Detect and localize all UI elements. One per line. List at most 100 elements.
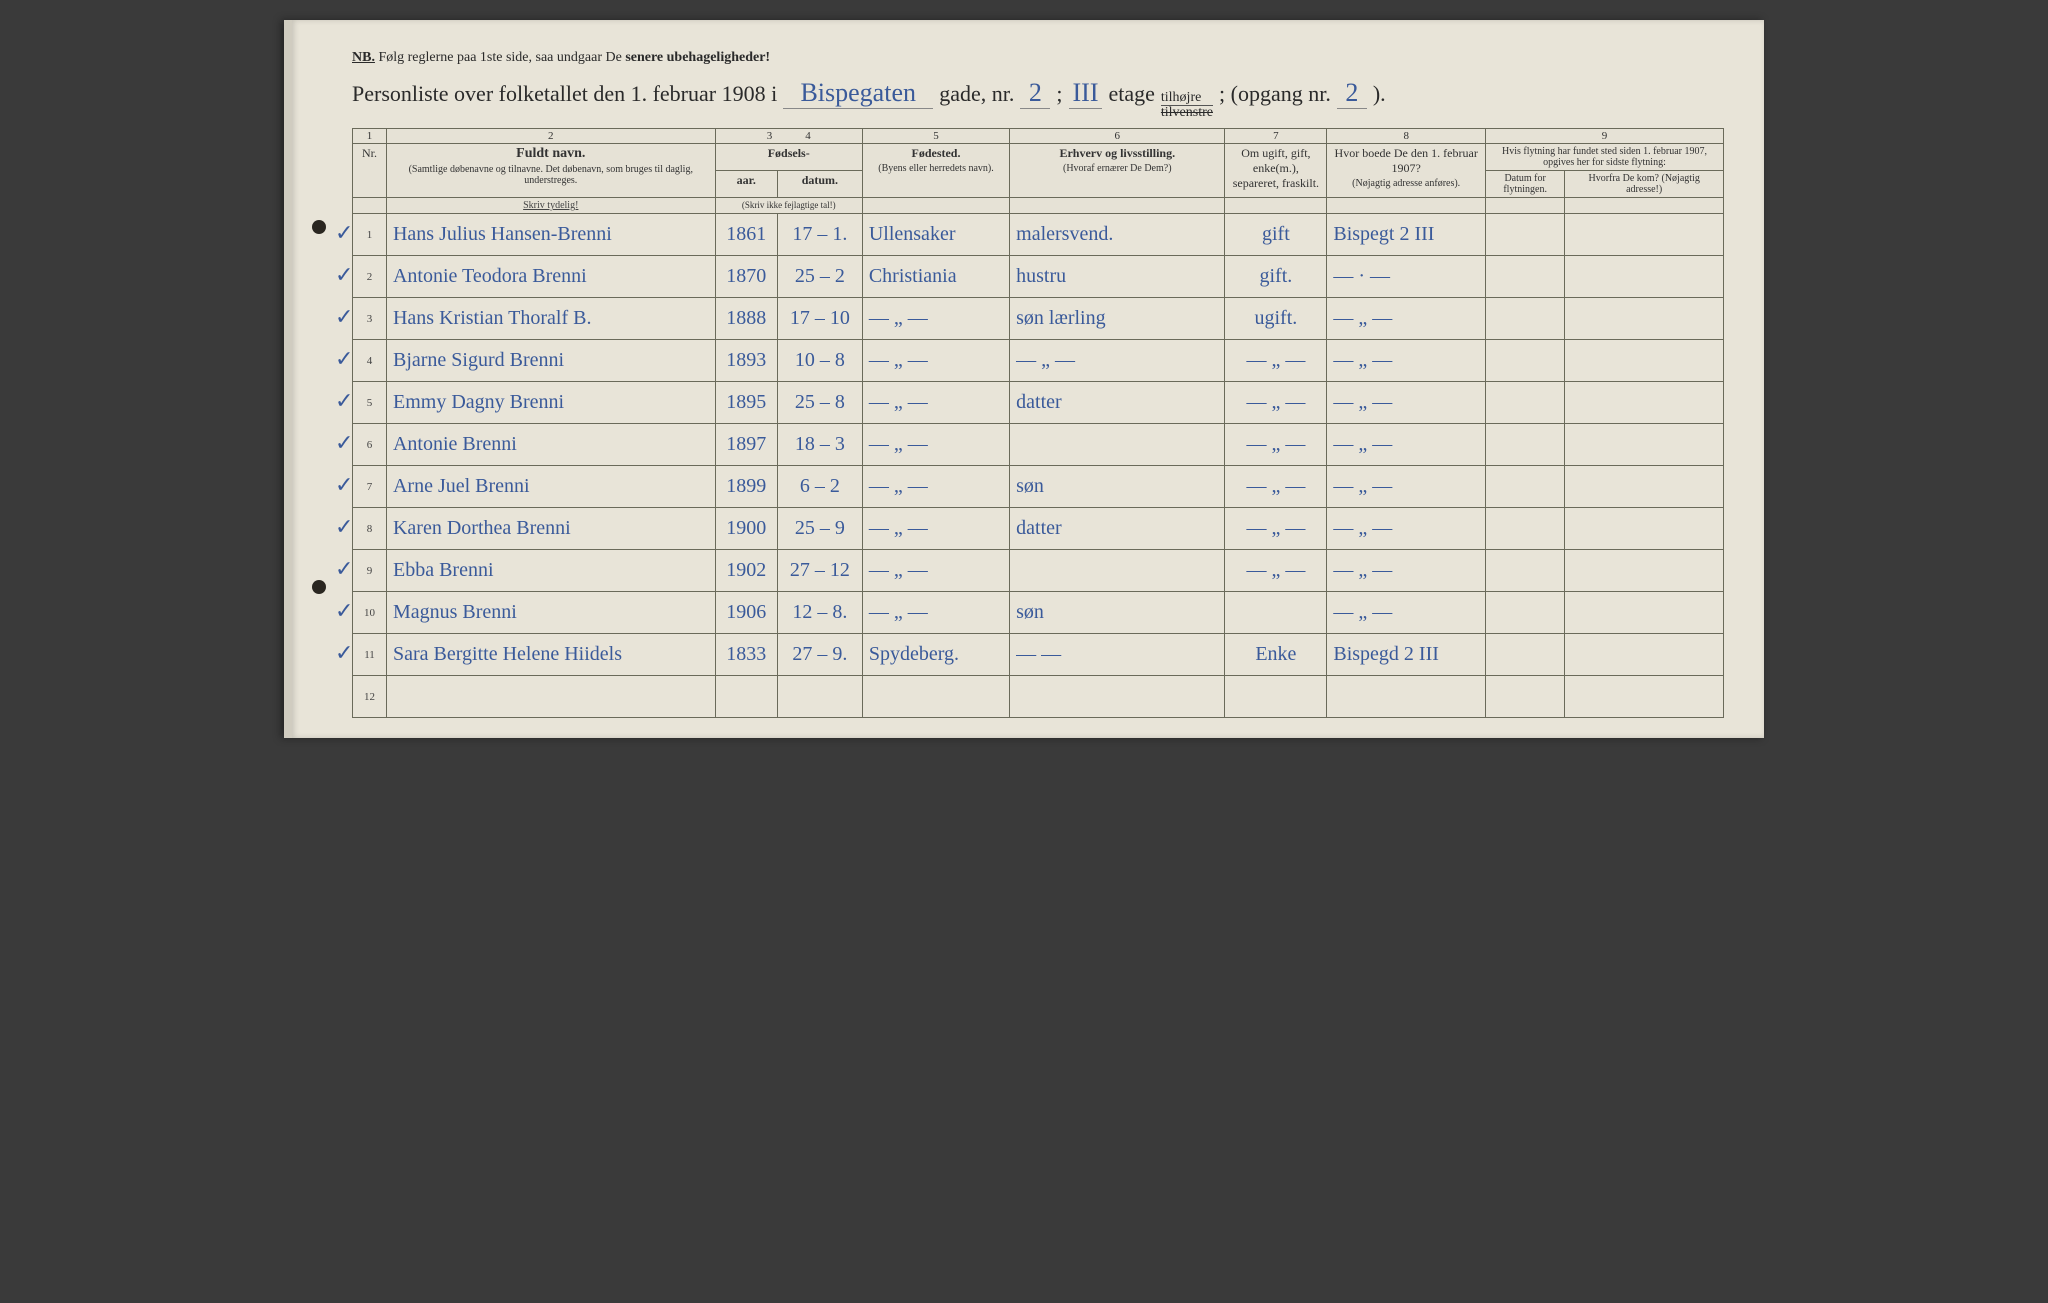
cell-status: — „ —: [1225, 466, 1327, 508]
cell-occupation: malersvend.: [1010, 214, 1225, 256]
cell-year: 1870: [715, 256, 777, 298]
cell-addr1907: — „ —: [1327, 550, 1486, 592]
hdr-move-from: Hvorfra De kom? (Nøjagtig adresse!): [1565, 171, 1724, 198]
hdr-move: Hvis flytning har fundet sted siden 1. f…: [1486, 144, 1724, 171]
census-table: 1 2 3 4 5 6 7 8 9 Nr. Fuldt navn. (Samtl…: [352, 128, 1724, 718]
cell-status: gift.: [1225, 256, 1327, 298]
cell-date: 17 – 10: [777, 298, 862, 340]
title-part-a: Personliste over folketallet den 1. febr…: [352, 81, 777, 107]
cell-addr1907: — „ —: [1327, 508, 1486, 550]
colnum-9: 9: [1486, 129, 1724, 144]
table-row: 6Antonie Brenni189718 – 3— „ —— „ —— „ —: [353, 424, 1724, 466]
cell-date: 18 – 3: [777, 424, 862, 466]
cell-occupation: [1010, 676, 1225, 718]
row-number: 9: [353, 550, 387, 592]
cell-year: [715, 676, 777, 718]
colnum-7: 7: [1225, 129, 1327, 144]
table-row: 7Arne Juel Brenni18996 – 2— „ —søn— „ ——…: [353, 466, 1724, 508]
floor-number: III: [1069, 78, 1103, 109]
cell-name: Ebba Brenni: [386, 550, 715, 592]
cell-status: — „ —: [1225, 340, 1327, 382]
row-number: 5: [353, 382, 387, 424]
cell-status: ugift.: [1225, 298, 1327, 340]
cell-date: [777, 676, 862, 718]
cell-move-from: [1565, 256, 1724, 298]
cell-status: — „ —: [1225, 382, 1327, 424]
cell-birthplace: Christiania: [862, 256, 1009, 298]
table-row: 8Karen Dorthea Brenni190025 – 9— „ —datt…: [353, 508, 1724, 550]
cell-name: Emmy Dagny Brenni: [386, 382, 715, 424]
cell-name: Antonie Teodora Brenni: [386, 256, 715, 298]
table-header: 1 2 3 4 5 6 7 8 9 Nr. Fuldt navn. (Samtl…: [353, 129, 1724, 214]
cell-occupation: søn: [1010, 592, 1225, 634]
cell-move-from: [1565, 298, 1724, 340]
hdr-fodested: Fødested. (Byens eller herredets navn).: [862, 144, 1009, 198]
hdr-fodsels: Fødsels-: [715, 144, 862, 171]
table-body: 1Hans Julius Hansen-Brenni186117 – 1.Ull…: [353, 214, 1724, 718]
row-number: 4: [353, 340, 387, 382]
row-number: 3: [353, 298, 387, 340]
cell-move-date: [1486, 382, 1565, 424]
nb-warning-line: NB. Følg reglerne paa 1ste side, saa und…: [352, 50, 1724, 66]
cell-name: Antonie Brenni: [386, 424, 715, 466]
row-number: 8: [353, 508, 387, 550]
cell-move-from: [1565, 466, 1724, 508]
hdr-aar-small: (Skriv ikke fejlagtige tal!): [715, 198, 862, 214]
cell-date: 25 – 8: [777, 382, 862, 424]
cell-birthplace: Ullensaker: [862, 214, 1009, 256]
cell-occupation: datter: [1010, 382, 1225, 424]
hdr-status: Om ugift, gift, enke(m.), separeret, fra…: [1225, 144, 1327, 198]
hdr-nr: Nr.: [353, 144, 387, 198]
table-row: 1Hans Julius Hansen-Brenni186117 – 1.Ull…: [353, 214, 1724, 256]
cell-move-date: [1486, 340, 1565, 382]
cell-move-date: [1486, 214, 1565, 256]
cell-birthplace: — „ —: [862, 592, 1009, 634]
cell-addr1907: Bispegd 2 III: [1327, 634, 1486, 676]
row-number: 1: [353, 214, 387, 256]
cell-birthplace: — „ —: [862, 550, 1009, 592]
cell-status: Enke: [1225, 634, 1327, 676]
cell-move-from: [1565, 592, 1724, 634]
side-option: tilhøjre tilvenstre: [1161, 91, 1213, 120]
row-number: 11: [353, 634, 387, 676]
cell-status: — „ —: [1225, 550, 1327, 592]
cell-addr1907: Bispegt 2 III: [1327, 214, 1486, 256]
cell-date: 12 – 8.: [777, 592, 862, 634]
cell-move-from: [1565, 508, 1724, 550]
row-number: 7: [353, 466, 387, 508]
colnum-6: 6: [1010, 129, 1225, 144]
cell-move-from: [1565, 634, 1724, 676]
cell-year: 1902: [715, 550, 777, 592]
cell-date: 17 – 1.: [777, 214, 862, 256]
cell-move-from: [1565, 340, 1724, 382]
cell-addr1907: — „ —: [1327, 340, 1486, 382]
hdr-aar: aar.: [715, 171, 777, 198]
cell-birthplace: Spydeberg.: [862, 634, 1009, 676]
cell-occupation: [1010, 550, 1225, 592]
cell-status: — „ —: [1225, 508, 1327, 550]
title-part-e: ; (opgang nr.: [1219, 81, 1331, 107]
cell-move-date: [1486, 424, 1565, 466]
cell-birthplace: — „ —: [862, 340, 1009, 382]
cell-move-from: [1565, 424, 1724, 466]
title-part-b: gade, nr.: [939, 81, 1014, 107]
cell-move-date: [1486, 298, 1565, 340]
row-number: 6: [353, 424, 387, 466]
colnum-1: 1: [353, 129, 387, 144]
hdr-name: Fuldt navn. (Samtlige døbenavne og tilna…: [386, 144, 715, 198]
cell-status: [1225, 592, 1327, 634]
cell-date: 10 – 8: [777, 340, 862, 382]
cell-birthplace: [862, 676, 1009, 718]
cell-status: — „ —: [1225, 424, 1327, 466]
table-row: 4Bjarne Sigurd Brenni189310 – 8— „ —— „ …: [353, 340, 1724, 382]
table-row: 3Hans Kristian Thoralf B.188817 – 10— „ …: [353, 298, 1724, 340]
cell-name: Bjarne Sigurd Brenni: [386, 340, 715, 382]
house-number: 2: [1020, 78, 1050, 109]
cell-date: 27 – 9.: [777, 634, 862, 676]
nb-text: Følg reglerne paa 1ste side, saa undgaar…: [378, 50, 621, 65]
cell-move-date: [1486, 508, 1565, 550]
cell-name: Sara Bergitte Helene Hiidels: [386, 634, 715, 676]
colnum-8: 8: [1327, 129, 1486, 144]
row-number: 10: [353, 592, 387, 634]
colnum-2: 2: [386, 129, 715, 144]
